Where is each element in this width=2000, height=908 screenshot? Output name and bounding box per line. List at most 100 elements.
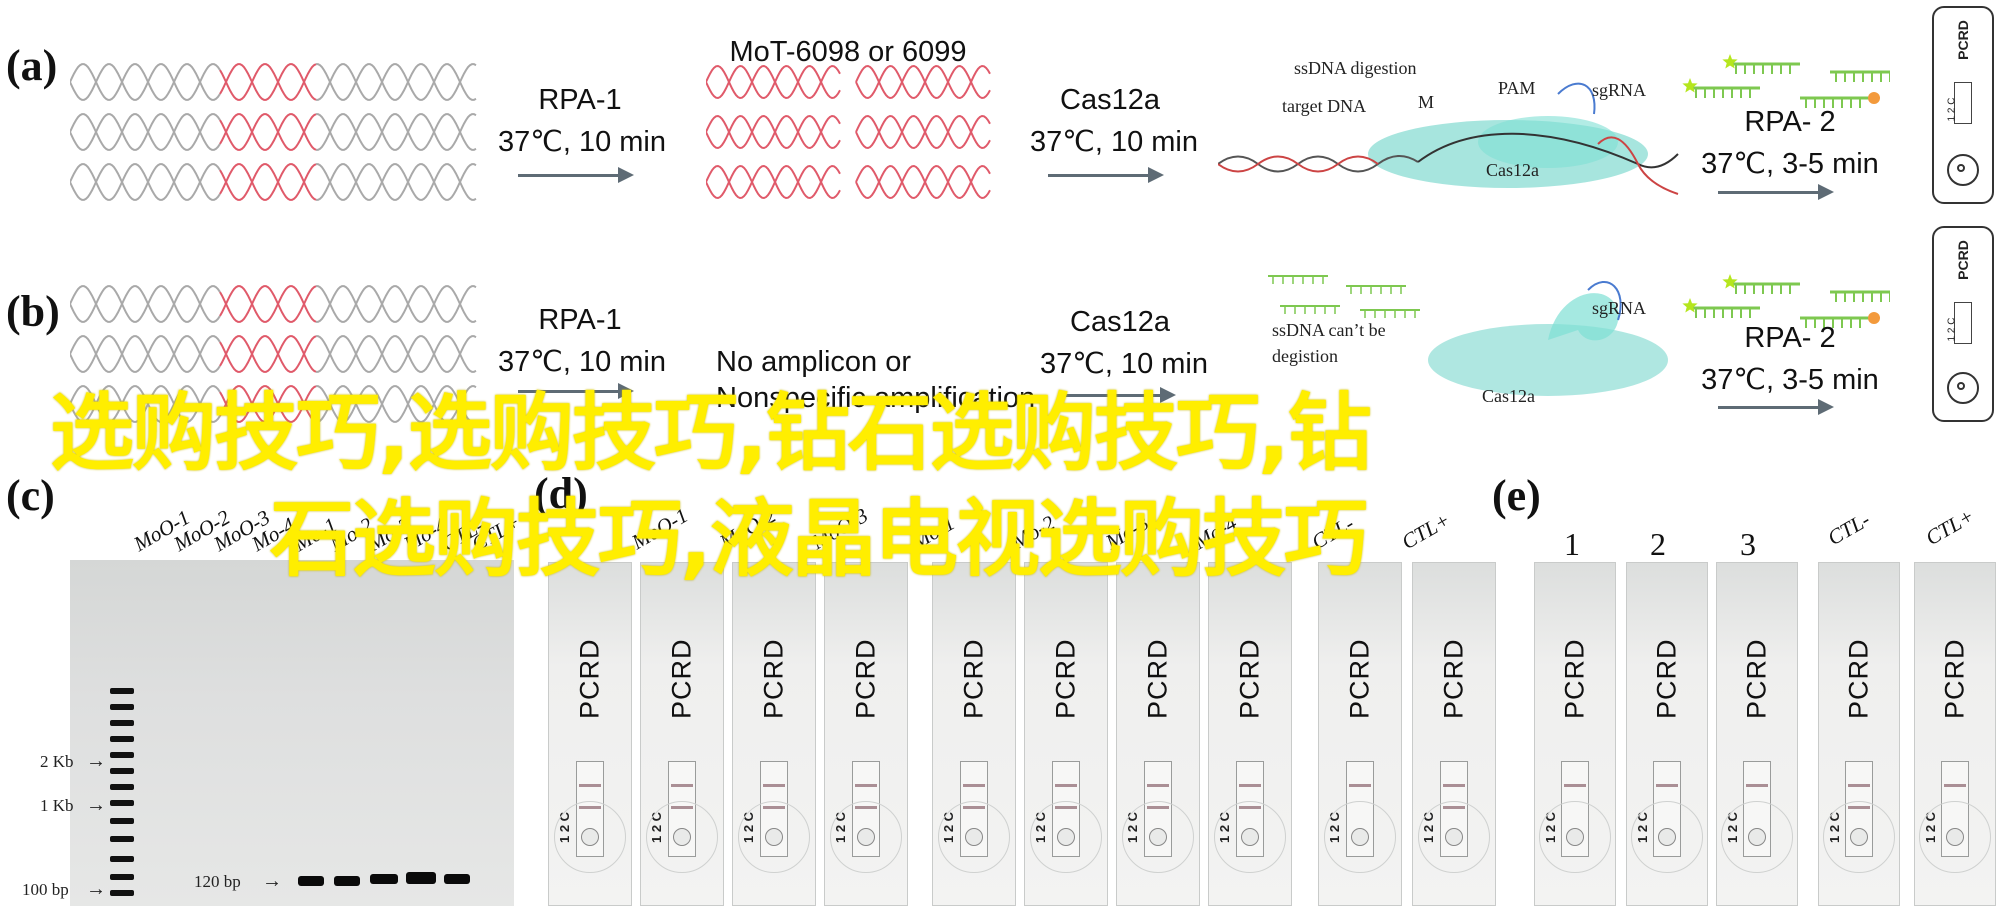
pcrd-strip: PCRD 1 2 C bbox=[1024, 562, 1108, 906]
dna-strand bbox=[316, 285, 477, 323]
ssdna-strand bbox=[1417, 132, 1679, 169]
dna-strand bbox=[316, 163, 477, 201]
ladder-band bbox=[110, 768, 134, 774]
device-ct: 1 2 C bbox=[1946, 317, 1958, 342]
rpa2-primers-b bbox=[1682, 274, 1890, 328]
cas12a-digestion-illustration bbox=[1218, 82, 1679, 195]
no-amplicon-line1: No amplicon or bbox=[716, 346, 912, 378]
row-b-step3-condition: 37℃, 3-5 min bbox=[1701, 364, 1879, 396]
sample-well bbox=[765, 828, 783, 846]
dna-strand bbox=[70, 335, 221, 373]
dna-strand bbox=[70, 285, 221, 323]
strip-d-label: CTL+ bbox=[1397, 507, 1455, 555]
dna-strand bbox=[70, 113, 221, 151]
row-a-step2-title: Cas12a bbox=[1060, 84, 1160, 116]
pcrd-strip: PCRD 1 2 C bbox=[1208, 562, 1292, 906]
dna-strand bbox=[706, 114, 841, 150]
sample-well bbox=[1658, 828, 1676, 846]
control-line bbox=[855, 784, 877, 787]
sample-well bbox=[1946, 828, 1964, 846]
star-label bbox=[1682, 78, 1698, 93]
hex-label bbox=[1868, 312, 1880, 324]
strip-brand: PCRD bbox=[1142, 638, 1173, 720]
strip-brand: PCRD bbox=[1050, 638, 1081, 720]
device-window bbox=[1954, 302, 1972, 344]
strip-brand: PCRD bbox=[1939, 638, 1970, 720]
row-b-step2-title: Cas12a bbox=[1070, 306, 1170, 338]
pcrd-strip: PCRD 1 2 C bbox=[1818, 562, 1900, 906]
dna-strand bbox=[316, 335, 477, 373]
ladder-band bbox=[110, 856, 134, 862]
dna-strand bbox=[70, 163, 221, 201]
dna-strand bbox=[219, 385, 317, 423]
row-b-step3-title: RPA- 2 bbox=[1744, 322, 1836, 354]
panel-label-b: (b) bbox=[6, 287, 60, 336]
strip-e-label: CTL+ bbox=[1921, 503, 1979, 551]
dna-strand bbox=[219, 63, 317, 101]
sample-well bbox=[1445, 828, 1463, 846]
control-line bbox=[671, 784, 693, 787]
sample-well bbox=[965, 828, 983, 846]
sample-well bbox=[1748, 828, 1766, 846]
pcrd-device-a: PCRD 1 2 C bbox=[1932, 6, 1994, 204]
intact-ssdna-primers bbox=[1268, 275, 1420, 318]
dna-strand bbox=[70, 385, 221, 423]
marker-1kb-label: 1 Kb bbox=[40, 796, 74, 815]
control-line bbox=[1147, 784, 1169, 787]
dna-strand bbox=[855, 164, 991, 200]
dna-strand bbox=[316, 385, 477, 423]
sgrna-label-b: sgRNA bbox=[1592, 298, 1647, 318]
sample-pad bbox=[1919, 801, 1991, 873]
row-b-step2-condition: 37℃, 10 min bbox=[1040, 348, 1208, 380]
strip-brand: PCRD bbox=[1344, 638, 1375, 720]
dna-strand bbox=[219, 113, 317, 151]
band-120bp-arrow: → bbox=[262, 870, 282, 892]
dna-strand bbox=[70, 113, 221, 151]
cas12a-label-b: Cas12a bbox=[1482, 386, 1535, 406]
pcrd-strip: PCRD 1 2 C bbox=[640, 562, 724, 906]
sample-well bbox=[1850, 828, 1868, 846]
dna-strand bbox=[316, 63, 477, 101]
dna-strand bbox=[316, 335, 477, 373]
gel-band-120bp bbox=[334, 876, 360, 886]
cas12a-protein-shape-b bbox=[1428, 324, 1668, 396]
pcrd-strip: PCRD 1 2 C bbox=[824, 562, 908, 906]
pcrd-device-b: PCRD 1 2 C bbox=[1932, 226, 1994, 422]
strip-brand: PCRD bbox=[574, 638, 605, 720]
strip-e-label: CTL- bbox=[1823, 507, 1874, 551]
marker-100bp-arrow: → bbox=[86, 878, 106, 900]
dna-strand bbox=[706, 164, 841, 200]
ladder-band bbox=[110, 752, 134, 758]
pcrd-strip: PCRD 1 2 C bbox=[932, 562, 1016, 906]
watermark-line1: 选购技巧,选购技巧,钻石选购技巧,钻 bbox=[50, 384, 1372, 482]
panel-label-d: (d) bbox=[534, 469, 588, 518]
row-a-step2-condition: 37℃, 10 min bbox=[1030, 126, 1198, 158]
device-sample-well bbox=[1947, 372, 1979, 404]
dna-strand bbox=[855, 114, 991, 150]
cant-digest-line1: ssDNA can’t be bbox=[1272, 320, 1386, 340]
dna-strand bbox=[316, 285, 477, 323]
row-a-arrow-1 bbox=[518, 167, 634, 183]
strip-brand: PCRD bbox=[1843, 638, 1874, 720]
panel-label-a: (a) bbox=[6, 41, 58, 90]
m-label: M bbox=[1418, 92, 1435, 112]
control-line bbox=[963, 784, 985, 787]
row-b-arrow-2 bbox=[1060, 387, 1176, 403]
dna-strand bbox=[855, 64, 991, 100]
sample-pad bbox=[1030, 801, 1102, 873]
ladder-band bbox=[110, 720, 134, 726]
marker-2kb-arrow: → bbox=[86, 750, 106, 772]
sample-pad bbox=[1823, 801, 1895, 873]
pam-label: PAM bbox=[1498, 78, 1536, 98]
ladder-band bbox=[110, 874, 134, 880]
gel-band-120bp bbox=[370, 874, 398, 884]
strip-brand: PCRD bbox=[758, 638, 789, 720]
sample-well bbox=[857, 828, 875, 846]
panel-label-c: (c) bbox=[6, 471, 55, 520]
sample-pad bbox=[646, 801, 718, 873]
row-a-step3-condition: 37℃, 3-5 min bbox=[1701, 148, 1879, 180]
sgrna-label-a: sgRNA bbox=[1592, 80, 1647, 100]
control-line bbox=[1443, 784, 1465, 787]
ladder-band bbox=[110, 890, 134, 896]
sample-well bbox=[581, 828, 599, 846]
